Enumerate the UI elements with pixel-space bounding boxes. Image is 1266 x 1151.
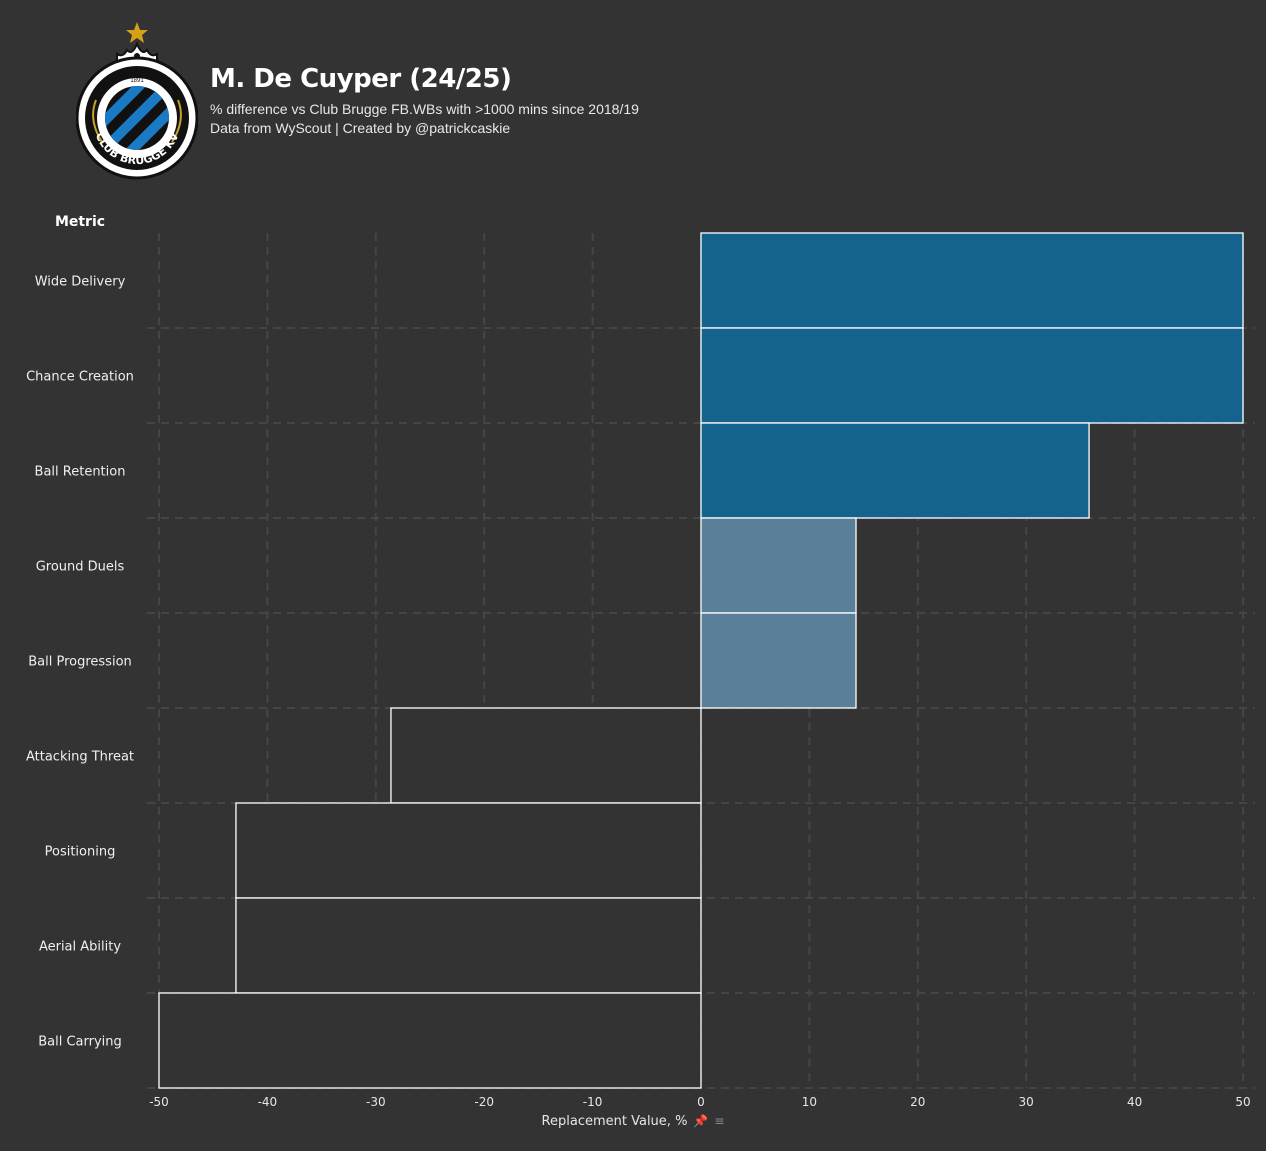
x-axis-title: Replacement Value, % 📌 ≡ (0, 1114, 1266, 1129)
x-tick-label: -30 (366, 1095, 386, 1109)
x-tick-label: -20 (474, 1095, 494, 1109)
bar (390, 707, 702, 804)
category-label: Ball Progression (28, 655, 132, 670)
bar (700, 327, 1244, 424)
sort-icon: ≡ (714, 1114, 725, 1128)
logo-year: 1891 (130, 78, 144, 84)
chart-title: M. De Cuyper (24/25) (210, 64, 512, 94)
x-tick-label: 0 (697, 1095, 705, 1109)
bar (700, 517, 857, 614)
category-label: Attacking Threat (26, 750, 134, 765)
category-label: Chance Creation (26, 370, 134, 385)
y-axis-title: Metric (54, 214, 106, 230)
category-label: Ground Duels (36, 560, 125, 575)
chart-credit: Data from WyScout | Created by @patrickc… (210, 120, 511, 136)
bar (235, 802, 702, 899)
category-label: Positioning (45, 845, 116, 860)
bar (700, 612, 857, 709)
star-icon (126, 22, 148, 43)
title-block: M. De Cuyper (24/25) % difference vs Clu… (210, 64, 639, 138)
x-tick-label: -10 (583, 1095, 603, 1109)
laurel-icon (92, 99, 182, 143)
bar (158, 992, 702, 1089)
x-tick-label: 50 (1235, 1095, 1250, 1109)
x-tick-label: 20 (910, 1095, 925, 1109)
category-label: Ball Retention (35, 465, 126, 480)
pin-icon: 📌 (693, 1114, 709, 1128)
x-tick-label: -50 (149, 1095, 169, 1109)
bar (700, 422, 1090, 519)
club-brugge-logo: 1891 CLUB BRUGGE KV (76, 22, 198, 180)
category-label: Aerial Ability (39, 940, 121, 955)
chart-subtitle: % difference vs Club Brugge FB.WBs with … (210, 101, 639, 117)
x-tick-label: 40 (1127, 1095, 1142, 1109)
bar (700, 232, 1244, 329)
x-tick-label: 30 (1019, 1095, 1034, 1109)
x-tick-label: 10 (802, 1095, 817, 1109)
category-label: Ball Carrying (38, 1035, 122, 1050)
x-tick-label: -40 (258, 1095, 278, 1109)
bar (235, 897, 702, 994)
category-label: Wide Delivery (35, 275, 126, 290)
x-axis-title-text: Replacement Value, % (541, 1114, 688, 1129)
